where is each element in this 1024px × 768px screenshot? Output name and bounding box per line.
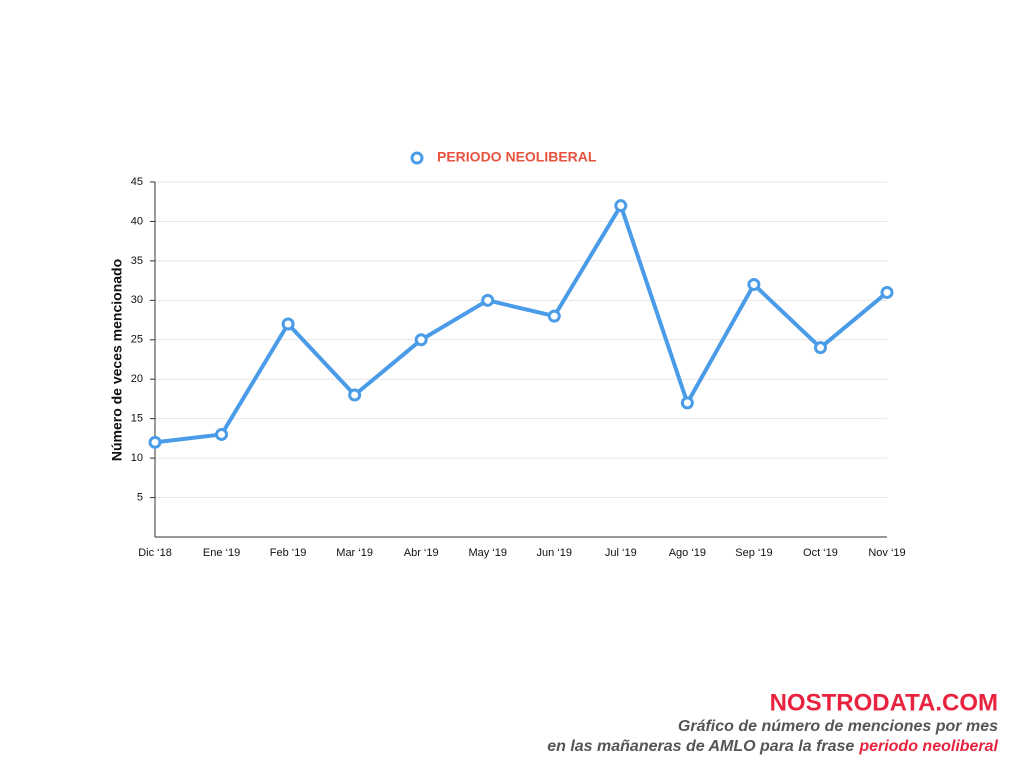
x-tick-label: Mar ‘19 <box>336 547 373 559</box>
x-tick-label: Oct ‘19 <box>803 547 838 559</box>
x-tick-label: Jun ‘19 <box>537 547 572 559</box>
point <box>348 388 362 402</box>
x-tick-label: Jul ‘19 <box>605 547 637 559</box>
brand: NOSTRODATA.COM <box>770 689 998 716</box>
y-tick-label: 20 <box>131 373 143 385</box>
y-tick-label: 35 <box>131 255 143 267</box>
point <box>680 396 694 410</box>
point <box>747 278 761 292</box>
x-tick-label: Sep ‘19 <box>735 547 772 559</box>
y-tick-label: 5 <box>137 491 143 503</box>
y-tick-label: 30 <box>131 294 143 306</box>
x-tick-label: Nov ‘19 <box>868 547 905 559</box>
y-axis-label: Número de veces mencionado <box>109 259 125 461</box>
point <box>614 199 628 213</box>
x-tick-label: Feb ‘19 <box>270 547 307 559</box>
x-tick-label: Ene ‘19 <box>203 547 240 559</box>
caption-line: en las mañaneras de AMLO para la frase pe… <box>547 738 998 755</box>
x-tick-label: Ago ‘19 <box>669 547 706 559</box>
legend-marker <box>410 151 424 165</box>
line <box>154 203 889 445</box>
point <box>215 427 229 441</box>
caption-highlight: periodo neoliberal <box>858 738 998 755</box>
caption-text: en las mañaneras de AMLO para la frase <box>547 738 854 755</box>
x-tick-label: Abr ‘19 <box>404 547 439 559</box>
point <box>281 317 295 331</box>
legend-label: PERIODO NEOLIBERAL <box>437 149 597 165</box>
point <box>547 309 561 323</box>
point <box>148 435 162 449</box>
caption-line: Gráfico de número de menciones por mes <box>678 718 998 735</box>
y-tick-label: 15 <box>131 413 143 425</box>
x-tick-label: Dic ‘18 <box>138 547 172 559</box>
y-tick-label: 25 <box>131 334 143 346</box>
point <box>481 293 495 307</box>
y-tick-label: 45 <box>131 176 143 188</box>
y-tick-label: 10 <box>131 452 143 464</box>
point <box>414 333 428 347</box>
x-tick-label: May ‘19 <box>468 547 507 559</box>
point <box>813 341 827 355</box>
y-tick-label: 40 <box>131 215 143 227</box>
point <box>880 285 894 299</box>
